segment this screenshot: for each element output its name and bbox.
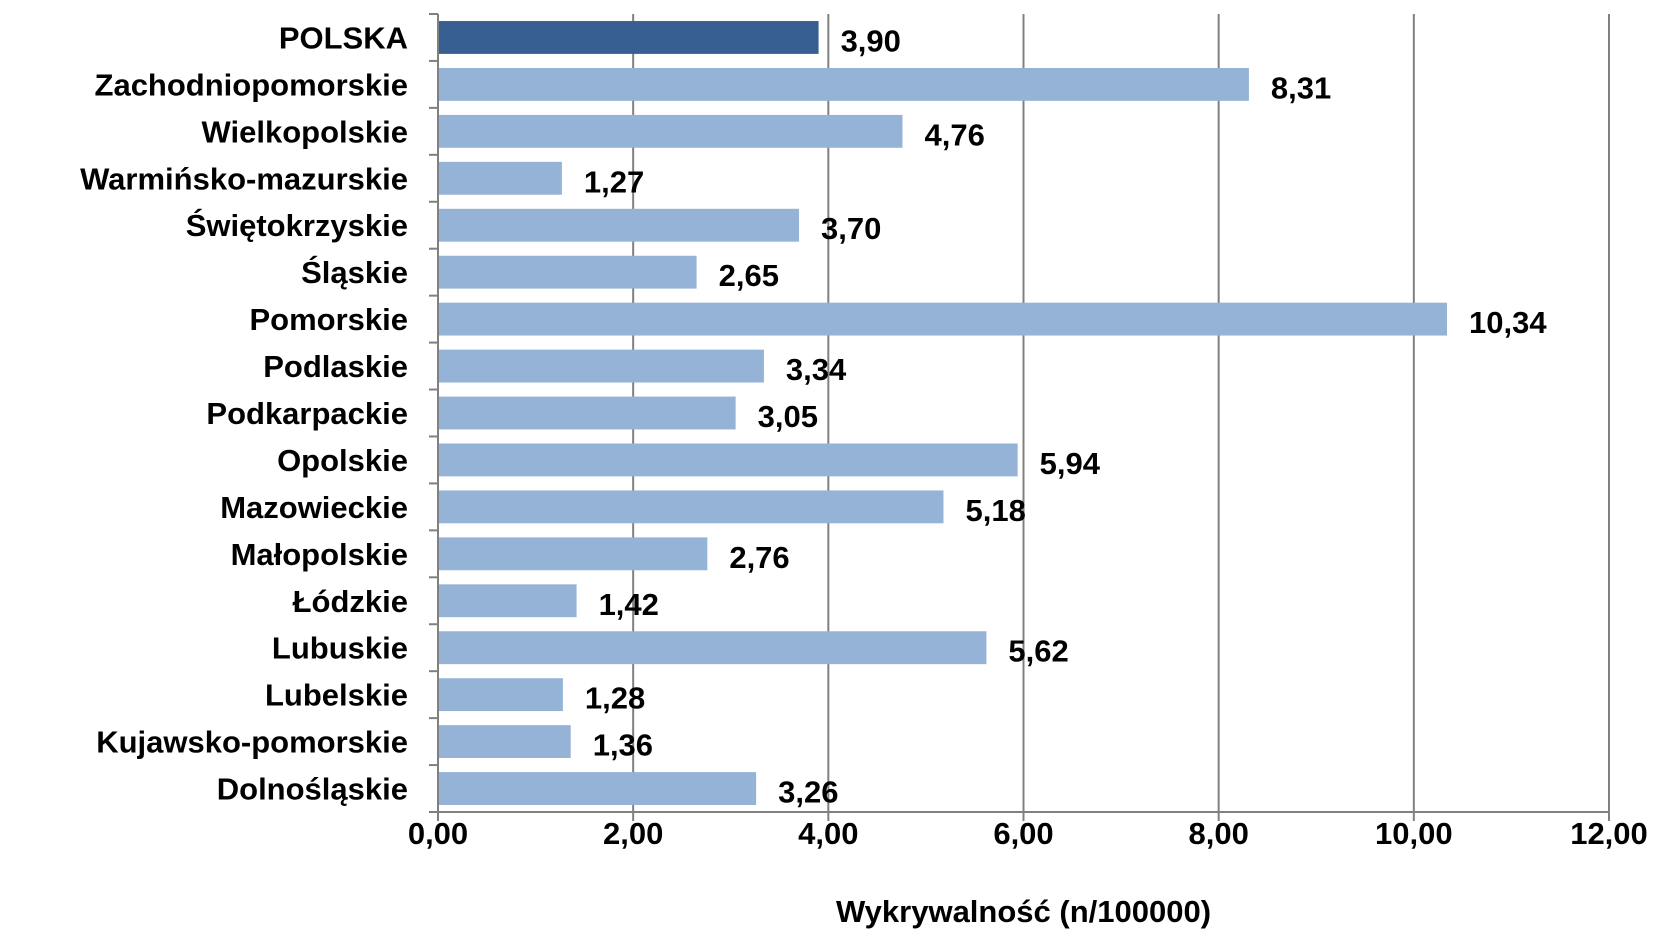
bar-highlight	[439, 21, 819, 54]
bar	[439, 584, 577, 618]
value-label: 5,18	[965, 493, 1025, 528]
value-label: 5,62	[1008, 634, 1068, 669]
x-tick-label: 4,00	[798, 816, 858, 851]
category-label: Lubuskie	[272, 631, 408, 666]
value-label: 3,90	[841, 23, 901, 58]
category-label: Zachodniopomorskie	[95, 67, 408, 102]
x-tick-labels: 0,00 2,00 4,00 6,00 8,00 10,00 12,00	[408, 816, 1648, 851]
bar	[439, 537, 708, 571]
x-tick-label: 0,00	[408, 816, 468, 851]
x-axis-title: Wykrywalność (n/100000)	[836, 894, 1211, 929]
value-labels: 3,90 8,31 4,76 1,27 3,70 2,65 10,34 3,34 3,05 5,9…	[584, 23, 1547, 809]
category-label: Łódzkie	[293, 584, 408, 619]
category-label: Świętokrzyskie	[186, 207, 408, 243]
category-label: Podlaskie	[263, 349, 408, 384]
value-label: 1,42	[599, 587, 659, 622]
value-label: 1,27	[584, 164, 644, 199]
category-label: Wielkopolskie	[202, 114, 408, 149]
category-label: Małopolskie	[231, 537, 408, 572]
bar	[439, 302, 1448, 336]
bar	[439, 208, 800, 242]
value-label: 8,31	[1271, 70, 1331, 105]
value-label: 2,76	[729, 540, 789, 575]
bar	[439, 490, 944, 524]
axes	[429, 13, 1610, 821]
category-label: Dolnośląskie	[217, 772, 408, 807]
category-label: Kujawsko-pomorskie	[96, 725, 408, 760]
value-label: 10,34	[1469, 305, 1547, 340]
category-label: Lubelskie	[265, 678, 408, 713]
bar	[439, 396, 736, 430]
bar	[439, 161, 562, 195]
value-label: 4,76	[924, 117, 984, 152]
category-label: Mazowieckie	[220, 490, 408, 525]
bar	[439, 67, 1249, 101]
bars	[439, 21, 1448, 805]
x-tick-label: 8,00	[1188, 816, 1248, 851]
category-label: Opolskie	[277, 443, 408, 478]
category-label: Pomorskie	[249, 302, 408, 337]
bar	[439, 255, 697, 289]
category-label: Warmińsko-mazurskie	[80, 161, 408, 196]
value-label: 1,28	[585, 681, 645, 716]
x-tick-label: 6,00	[993, 816, 1053, 851]
category-label: POLSKA	[279, 20, 408, 55]
bar	[439, 678, 563, 712]
bar	[439, 349, 764, 383]
value-label: 3,26	[778, 775, 838, 810]
x-tick-label: 2,00	[603, 816, 663, 851]
x-tick-label: 12,00	[1570, 816, 1648, 851]
value-label: 5,94	[1040, 446, 1101, 481]
bar	[439, 631, 987, 665]
bar	[439, 114, 903, 148]
value-label: 2,65	[719, 258, 779, 293]
category-labels: POLSKA Zachodniopomorskie Wielkopolskie War…	[80, 20, 408, 806]
bar	[439, 443, 1018, 477]
x-tick-label: 10,00	[1375, 816, 1453, 851]
value-label: 3,05	[758, 399, 818, 434]
bar	[439, 725, 571, 759]
value-label: 1,36	[593, 728, 653, 763]
value-label: 3,34	[786, 352, 847, 387]
category-label: Śląskie	[301, 254, 408, 290]
category-label: Podkarpackie	[206, 396, 408, 431]
value-label: 3,70	[821, 211, 881, 246]
bar	[439, 772, 757, 805]
